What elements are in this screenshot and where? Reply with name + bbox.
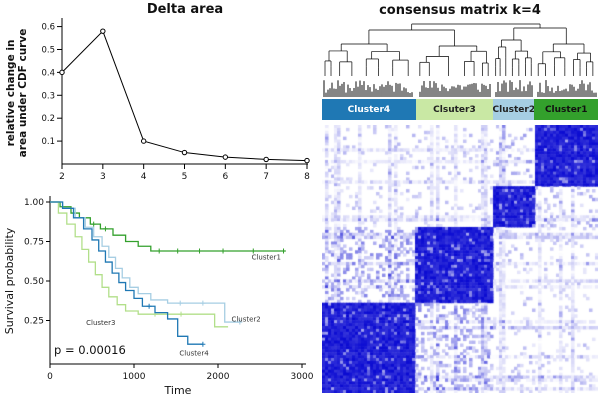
censor-mark: [220, 248, 226, 254]
km-curve-label-cluster3: Cluster3: [86, 319, 115, 327]
surv-y-tick-label: 0.50: [24, 277, 44, 287]
delta-x-tick-label: 8: [304, 172, 310, 182]
delta-line: [61, 30, 308, 162]
delta-x-tick-label: 2: [59, 172, 65, 182]
cluster-band-label: Cluster2: [492, 104, 536, 115]
delta-y-tick-label: 0.5: [41, 45, 55, 55]
censor-mark: [200, 341, 206, 347]
cluster-band-2: Clsuter3: [415, 99, 494, 120]
cluster-band-label: Cluster1: [544, 104, 588, 115]
censor-mark: [200, 300, 206, 306]
censor-mark: [197, 248, 203, 254]
censor-mark: [237, 319, 243, 325]
survival-chart: 1.00 0.75 0.50 0.25 0 1000 2000 3000 Time Surviva…: [0, 188, 320, 401]
censor-mark: [146, 303, 152, 309]
km-curve-label-cluster2: Cluster2: [231, 316, 260, 324]
delta-x-tick-label: 3: [100, 172, 106, 182]
surv-x-tick-label: 0: [47, 372, 53, 382]
censor-mark: [156, 248, 162, 254]
consensus-heatmap: [322, 125, 598, 393]
delta-point: [304, 157, 310, 164]
delta-y-tick-label: 0.6: [41, 23, 55, 33]
censor-mark: [250, 248, 256, 254]
km-curve-cluster4: [50, 201, 203, 345]
p-value-label: p = 0.00016: [54, 343, 126, 357]
surv-y-tick-label: 0.75: [24, 238, 44, 248]
delta-x-tick-label: 4: [141, 172, 147, 182]
cluster-band-1: Cluster4: [322, 99, 416, 120]
consensus-title: consensus matrix k=4: [379, 3, 541, 18]
cluster-band-label: Cluster4: [347, 104, 391, 115]
surv-y-tick-label: 0.25: [24, 317, 44, 327]
delta-area-plot: 0.1 0.2 0.3 0.4 0.5 0.6 2 3 4 5 6 7 8 Delta area relat…: [5, 2, 310, 182]
delta-y-tick-label: 0.3: [41, 91, 55, 101]
surv-x-tick-label: 1000: [123, 372, 146, 382]
censor-mark: [91, 221, 97, 227]
cluster-band-label: Clsuter3: [433, 104, 476, 115]
delta-point: [222, 154, 229, 160]
surv-x-tick-label: 2000: [207, 372, 230, 382]
delta-point: [59, 69, 65, 76]
delta-title: Delta area: [147, 2, 223, 17]
delta-y-tick-label: 0.4: [41, 68, 55, 78]
delta-point: [263, 156, 269, 163]
cluster-band-4: Cluster1: [534, 99, 598, 120]
survival-plot: 1.00 0.75 0.50 0.25 0 1000 2000 3000 Time Surviva…: [3, 196, 314, 397]
censor-mark: [281, 248, 287, 254]
delta-y-tick-label: 0.1: [41, 137, 55, 147]
delta-point: [100, 28, 106, 34]
censor-mark: [178, 311, 184, 317]
censor-mark: [102, 226, 108, 232]
km-curve-cluster2: [50, 201, 240, 323]
delta-x-tick-label: 7: [263, 172, 269, 182]
km-curve-label-cluster4: Cluster4: [179, 350, 209, 358]
surv-y-tick-label: 1.00: [24, 198, 44, 208]
dendrogram: [323, 23, 597, 97]
censor-mark: [177, 300, 183, 306]
delta-area-chart: 0.1 0.2 0.3 0.4 0.5 0.6 2 3 4 5 6 7 8 Delta area relat…: [0, 0, 320, 188]
km-curve-cluster3: [50, 201, 229, 328]
cluster-bar: Cluster4 Clsuter3 Cluster2 Cluster1: [322, 99, 598, 120]
delta-ylabel-line1: relative change in: [5, 40, 17, 147]
delta-point: [181, 149, 188, 156]
surv-xlabel: Time: [164, 384, 192, 397]
surv-ylabel: Survival probability: [3, 227, 16, 334]
delta-x-tick-label: 5: [182, 172, 188, 182]
cluster-band-3: Cluster2: [492, 99, 536, 120]
delta-y-tick-label: 0.2: [41, 114, 55, 124]
surv-x-tick-label: 3000: [291, 372, 314, 382]
censor-mark: [175, 248, 181, 254]
delta-point: [140, 138, 147, 144]
delta-x-tick-label: 6: [222, 172, 228, 182]
km-curve-label-cluster1: Cluster1: [252, 253, 281, 261]
delta-ylabel-line2: area under CDF curve: [17, 29, 29, 158]
consensus-matrix-panel: consensus matrix k=4 Cluster4 Clsuter3 Clu…: [320, 0, 600, 401]
